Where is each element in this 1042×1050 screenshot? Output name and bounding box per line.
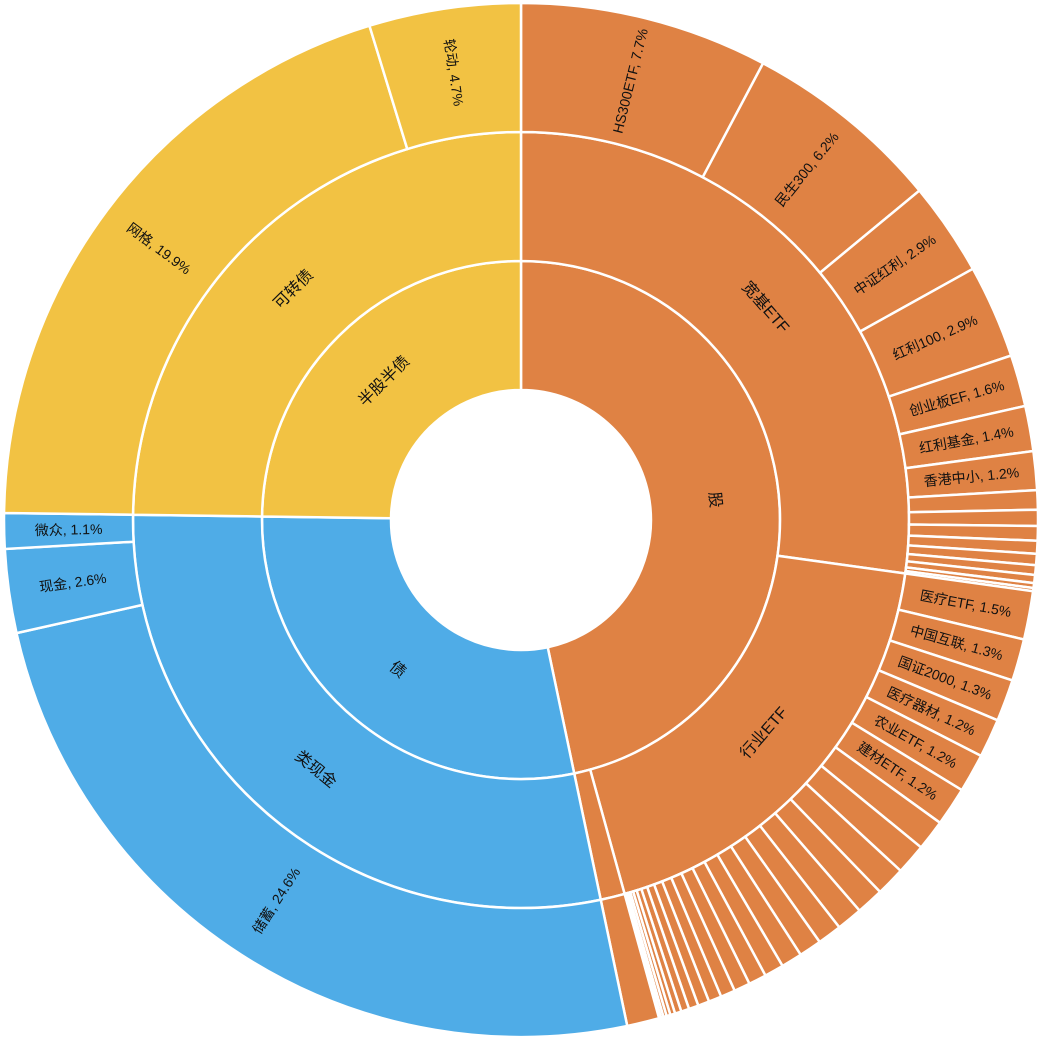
segment-网格 xyxy=(2,24,409,516)
segment-储蓄 xyxy=(15,603,629,1039)
segment-轮动 xyxy=(367,1,523,151)
label-股: 股 xyxy=(705,491,725,509)
label-微众: 微众, 1.1% xyxy=(35,521,103,538)
